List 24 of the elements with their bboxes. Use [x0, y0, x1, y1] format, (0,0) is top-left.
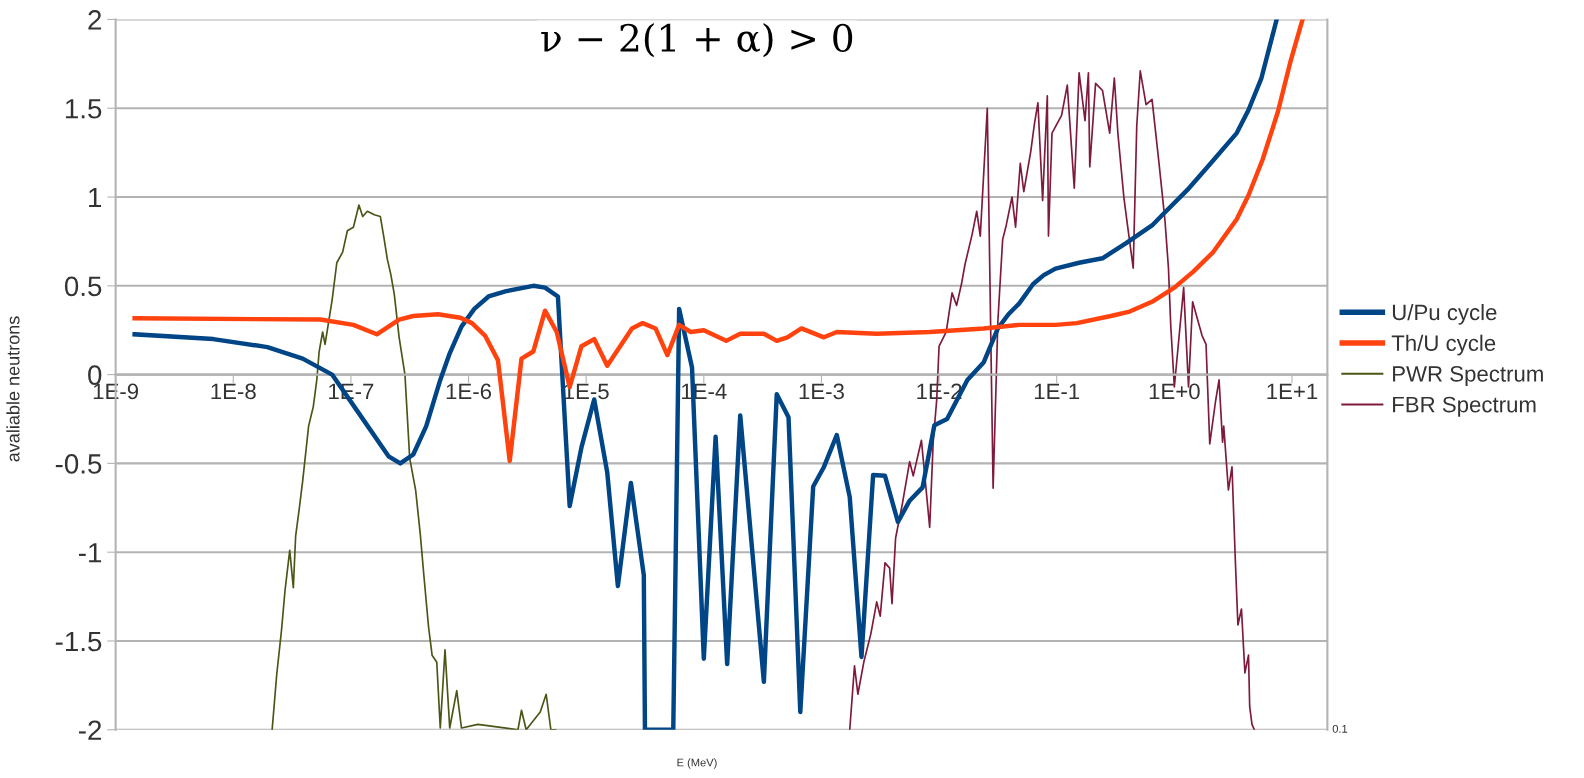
- y-tick-label: 0.5: [64, 276, 102, 297]
- x-tick-label: 1E-9: [93, 383, 139, 400]
- legend-label: Th/U cycle: [1391, 334, 1496, 356]
- y-axis-title: avaliable neutrons: [6, 316, 20, 462]
- x-tick-label: 1E-3: [799, 383, 844, 400]
- y-tick-label: -1: [78, 543, 102, 563]
- y-tick-label: 0: [88, 365, 102, 385]
- text: 0.1: [1332, 724, 1348, 733]
- x-tick-label: 1E-6: [446, 383, 492, 400]
- y-tick-label: 1: [89, 187, 102, 208]
- y-tick-label: -0.5: [55, 454, 102, 474]
- chart-title: ν − 2(1 + α) > 0: [541, 23, 853, 58]
- legend-label: U/Pu cycle: [1392, 303, 1497, 325]
- x-tick-label: 1E+1: [1267, 383, 1318, 400]
- x-tick-label: 1E-1: [1034, 383, 1080, 400]
- x-tick-label: 1E+0: [1149, 383, 1200, 400]
- y-tick-label: -1.5: [55, 631, 102, 652]
- legend-label: FBR Spectrum: [1393, 396, 1536, 417]
- x-axis-title: E (MeV): [677, 758, 717, 769]
- y-tick-label: 1.5: [65, 99, 102, 119]
- y-tick-label: -2: [78, 720, 102, 740]
- x-tick-label: 1E-8: [211, 383, 256, 400]
- y-tick-label: 2: [88, 10, 102, 30]
- legend-label: PWR Spectrum: [1393, 365, 1543, 387]
